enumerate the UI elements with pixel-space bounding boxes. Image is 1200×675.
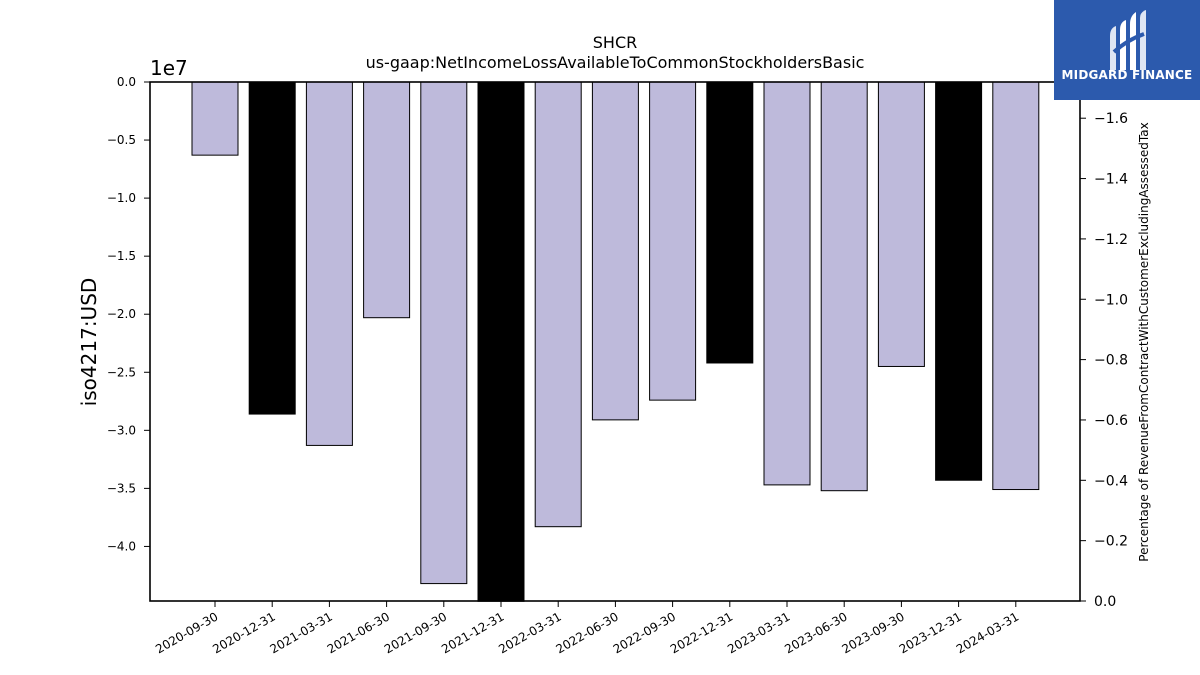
bar-2021-09-30 (420, 81, 468, 585)
y-tick-label: −3.0 (107, 423, 136, 437)
chart-title: SHCR (593, 33, 637, 52)
y2-tick-label: −0.4 (1094, 473, 1128, 489)
bar-2020-12-31 (248, 81, 296, 415)
y-axis-label: iso4217:USD (77, 278, 101, 407)
y-offset-label: 1e7 (150, 56, 188, 80)
y-tick-label: −1.0 (107, 191, 136, 205)
x-tick-label: 2023-06-30 (782, 609, 849, 656)
bar-2023-12-31 (935, 81, 983, 481)
y-tick-label: −1.5 (107, 249, 136, 263)
x-tick-label: 2022-09-30 (611, 609, 678, 656)
bar-2020-09-30 (191, 81, 239, 156)
x-tick-label: 2023-03-31 (725, 609, 792, 656)
y-tick-label: 0.0 (117, 75, 136, 89)
bar-2022-09-30 (649, 81, 697, 401)
y2-tick-label: −0.8 (1094, 353, 1128, 369)
x-tick-label: 2021-06-30 (325, 609, 392, 656)
y2-tick-label: −1.0 (1094, 292, 1128, 308)
y-tick-label: −0.5 (107, 133, 136, 147)
y-tick-label: −2.0 (107, 307, 136, 321)
y2-tick-label: −0.2 (1094, 534, 1128, 550)
x-tick-label: 2021-09-30 (382, 609, 449, 656)
x-tick-label: 2020-09-30 (153, 609, 220, 656)
y-tick-label: −4.0 (107, 539, 136, 553)
bar-2023-09-30 (877, 81, 925, 367)
y2-tick-label: −1.6 (1094, 111, 1128, 127)
x-tick-label: 2022-06-30 (553, 609, 620, 656)
plot-frame (149, 81, 1081, 602)
x-tick-label: 2024-03-31 (954, 609, 1021, 656)
y-tick-label: −2.5 (107, 365, 136, 379)
bars-group (150, 81, 1080, 610)
bar-2023-06-30 (820, 81, 868, 492)
bar-2021-06-30 (363, 81, 411, 319)
y2-tick-label: −0.6 (1094, 413, 1128, 429)
bar-2023-03-31 (763, 81, 811, 486)
brand-name: MIDGARD FINANCE (1061, 68, 1193, 82)
midgard-logo-icon (1110, 10, 1146, 70)
x-tick-label: 2023-09-30 (839, 609, 906, 656)
y-tick-label: −3.5 (107, 481, 136, 495)
x-tick-label: 2023-12-31 (897, 609, 964, 656)
brand-logo: MIDGARD FINANCE (1054, 0, 1200, 100)
bar-2022-12-31 (706, 81, 754, 364)
y2-tick-label: 0.0 (1094, 594, 1116, 610)
y2-tick-label: −1.4 (1094, 172, 1128, 188)
bar-2024-03-31 (992, 81, 1040, 491)
x-tick-label: 2021-03-31 (267, 609, 334, 656)
chart-subtitle: us-gaap:NetIncomeLossAvailableToCommonSt… (366, 53, 865, 72)
x-tick-label: 2021-12-31 (439, 609, 506, 656)
bar-2022-03-31 (534, 81, 582, 528)
y2-axis-label: Percentage of RevenueFromContractWithCus… (1137, 122, 1151, 561)
bar-2022-06-30 (591, 81, 639, 421)
bar-2021-12-31 (477, 81, 525, 607)
x-tick-label: 2020-12-31 (210, 609, 277, 656)
bar-2021-03-31 (305, 81, 353, 446)
x-tick-label: 2022-03-31 (496, 609, 563, 656)
y2-tick-label: −1.2 (1094, 232, 1128, 248)
x-tick-label: 2022-12-31 (668, 609, 735, 656)
